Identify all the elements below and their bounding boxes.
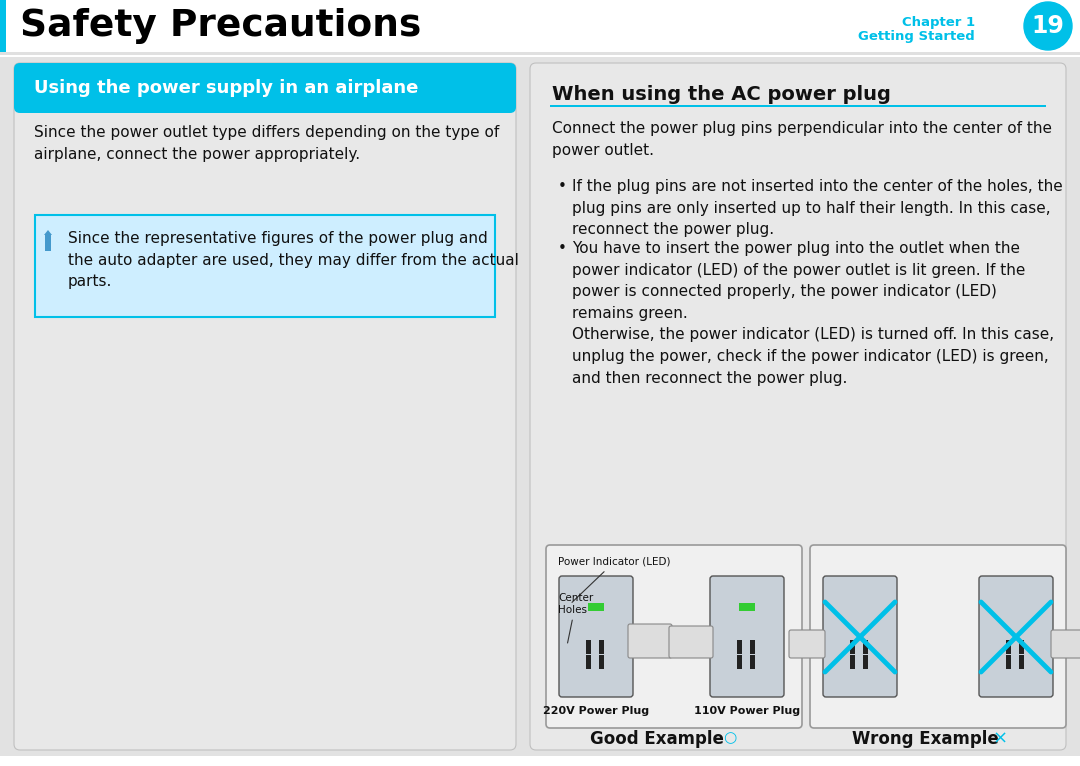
Bar bbox=[35, 215, 495, 317]
Text: Power Indicator (LED): Power Indicator (LED) bbox=[558, 557, 671, 602]
FancyBboxPatch shape bbox=[530, 63, 1066, 750]
Bar bbox=[750, 655, 755, 669]
Bar bbox=[0, 0, 6, 52]
Text: 110V Power Plug: 110V Power Plug bbox=[694, 706, 800, 716]
Text: •: • bbox=[558, 179, 567, 194]
FancyBboxPatch shape bbox=[1051, 630, 1080, 658]
FancyBboxPatch shape bbox=[789, 630, 825, 658]
Text: Wrong Example: Wrong Example bbox=[852, 730, 1004, 748]
Bar bbox=[586, 655, 591, 669]
Text: Safety Precautions: Safety Precautions bbox=[21, 8, 421, 44]
Bar bbox=[737, 640, 742, 653]
FancyBboxPatch shape bbox=[710, 576, 784, 697]
Bar bbox=[863, 655, 868, 669]
Text: Center
Holes: Center Holes bbox=[558, 593, 593, 643]
Text: Since the power outlet type differs depending on the type of
airplane, connect t: Since the power outlet type differs depe… bbox=[33, 125, 499, 162]
Bar bbox=[1020, 655, 1024, 669]
Text: Getting Started: Getting Started bbox=[859, 30, 975, 43]
Bar bbox=[0, 52, 1080, 55]
Bar bbox=[21, 88, 510, 107]
FancyBboxPatch shape bbox=[14, 63, 516, 113]
Text: If the plug pins are not inserted into the center of the holes, the
plug pins ar: If the plug pins are not inserted into t… bbox=[572, 179, 1063, 237]
Text: •: • bbox=[558, 241, 567, 256]
Bar bbox=[750, 640, 755, 653]
Text: Good Example: Good Example bbox=[590, 730, 730, 748]
Bar bbox=[550, 105, 1047, 107]
Text: When using the AC power plug: When using the AC power plug bbox=[552, 85, 891, 104]
Bar bbox=[850, 640, 855, 653]
Bar bbox=[586, 640, 591, 653]
Text: ×: × bbox=[993, 730, 1008, 748]
Bar bbox=[863, 640, 868, 653]
FancyBboxPatch shape bbox=[546, 545, 802, 728]
Bar bbox=[599, 640, 604, 653]
Bar bbox=[850, 655, 855, 669]
FancyBboxPatch shape bbox=[978, 576, 1053, 697]
Bar bbox=[737, 655, 742, 669]
FancyBboxPatch shape bbox=[627, 624, 672, 658]
Text: Connect the power plug pins perpendicular into the center of the
power outlet.: Connect the power plug pins perpendicula… bbox=[552, 121, 1052, 158]
Bar bbox=[599, 655, 604, 669]
Text: Chapter 1: Chapter 1 bbox=[902, 16, 975, 29]
Text: Since the representative figures of the power plug and
the auto adapter are used: Since the representative figures of the … bbox=[68, 231, 518, 290]
Text: ○: ○ bbox=[724, 730, 737, 745]
Bar bbox=[739, 603, 755, 611]
FancyArrow shape bbox=[44, 230, 52, 251]
Text: 220V Power Plug: 220V Power Plug bbox=[543, 706, 649, 716]
FancyBboxPatch shape bbox=[669, 626, 713, 658]
FancyBboxPatch shape bbox=[810, 545, 1066, 728]
Bar bbox=[1020, 640, 1024, 653]
Text: 19: 19 bbox=[1031, 14, 1065, 38]
Bar bbox=[1005, 640, 1011, 653]
Circle shape bbox=[1024, 2, 1072, 50]
Text: Using the power supply in an airplane: Using the power supply in an airplane bbox=[33, 79, 418, 97]
Bar bbox=[0, 0, 1080, 52]
Bar bbox=[588, 603, 604, 611]
Text: You have to insert the power plug into the outlet when the
power indicator (LED): You have to insert the power plug into t… bbox=[572, 241, 1054, 385]
Bar bbox=[1005, 655, 1011, 669]
FancyBboxPatch shape bbox=[823, 576, 897, 697]
FancyBboxPatch shape bbox=[14, 63, 516, 750]
FancyBboxPatch shape bbox=[559, 576, 633, 697]
